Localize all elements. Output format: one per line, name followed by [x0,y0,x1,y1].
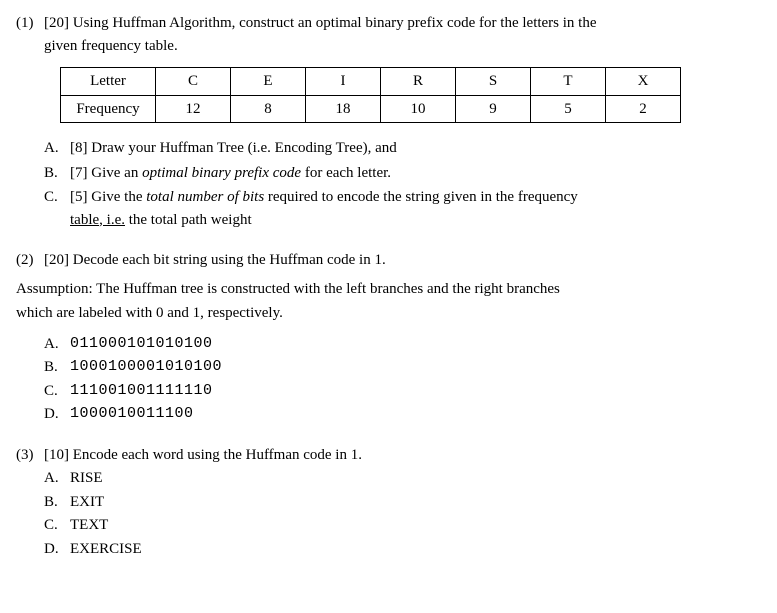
question-3: (3) [10] Encode each word using the Huff… [16,444,761,561]
part-label: B. [44,491,70,514]
part-label: D. [44,538,70,561]
word: RISE [70,467,761,490]
part-line2-post: the total path weight [125,212,252,228]
q3-part-b: B. EXIT [44,491,761,514]
word: TEXT [70,514,761,537]
q3-text-body: Encode each word using the Huffman code … [73,447,362,463]
q2-text-body: Decode each bit string using the Huffman… [73,252,386,268]
bit-string: 011000101010100 [70,333,761,356]
cell-letter: T [531,68,606,96]
cell-freq: 18 [306,95,381,123]
row-label-letter: Letter [61,68,156,96]
word: EXIT [70,491,761,514]
part-points: [8] [70,140,88,156]
q1-text: [20] Using Huffman Algorithm, construct … [44,12,761,57]
part-body: [5] Give the total number of bits requir… [70,186,761,231]
q1-part-b: B. [7] Give an optimal binary prefix cod… [44,162,761,185]
cell-freq: 5 [531,95,606,123]
q3-part-c: C. TEXT [44,514,761,537]
part-label: A. [44,333,70,356]
q2-part-c: C. 111001001111110 [44,380,761,403]
q3-part-a: A. RISE [44,467,761,490]
part-italic: optimal binary prefix code [142,165,301,181]
q2-header: (2) [20] Decode each bit string using th… [16,249,761,272]
part-points: [7] [70,165,88,181]
q3-number: (3) [16,444,44,467]
q3-part-d: D. EXERCISE [44,538,761,561]
q1-points: [20] [44,15,69,31]
part-body: [7] Give an optimal binary prefix code f… [70,162,761,185]
part-body: [8] Draw your Huffman Tree (i.e. Encodin… [70,137,761,160]
question-2: (2) [20] Decode each bit string using th… [16,249,761,426]
q2-assumption-l1: Assumption: The Huffman tree is construc… [16,278,761,301]
part-label: A. [44,467,70,490]
q2-assumption-l2: which are labeled with 0 and 1, respecti… [16,302,761,325]
bit-string: 111001001111110 [70,380,761,403]
q2-points: [20] [44,252,69,268]
q1-part-a: A. [8] Draw your Huffman Tree (i.e. Enco… [44,137,761,160]
cell-letter: C [156,68,231,96]
part-pre: Give the [91,189,146,205]
part-label: C. [44,514,70,537]
part-label: C. [44,380,70,403]
q2-text: [20] Decode each bit string using the Hu… [44,249,761,272]
part-line2-underline: table, i.e. [70,212,125,228]
q1-text-line1: Using Huffman Algorithm, construct an op… [73,15,597,31]
part-points: [5] [70,189,88,205]
q1-header: (1) [20] Using Huffman Algorithm, constr… [16,12,761,57]
cell-freq: 8 [231,95,306,123]
part-text: Draw your Huffman Tree (i.e. Encoding Tr… [91,140,397,156]
part-label: B. [44,162,70,185]
cell-freq: 2 [606,95,681,123]
cell-freq: 9 [456,95,531,123]
part-post: for each letter. [301,165,391,181]
cell-letter: S [456,68,531,96]
q2-part-b: B. 1000100001010100 [44,356,761,379]
q2-part-d: D. 1000010011100 [44,403,761,426]
q1-part-c: C. [5] Give the total number of bits req… [44,186,761,231]
bit-string: 1000100001010100 [70,356,761,379]
part-label: B. [44,356,70,379]
table-row: Letter C E I R S T X [61,68,681,96]
cell-freq: 12 [156,95,231,123]
q3-points: [10] [44,447,69,463]
question-1: (1) [20] Using Huffman Algorithm, constr… [16,12,761,231]
part-pre: Give an [91,165,142,181]
q3-header: (3) [10] Encode each word using the Huff… [16,444,761,467]
q2-part-a: A. 011000101010100 [44,333,761,356]
row-label-freq: Frequency [61,95,156,123]
cell-letter: I [306,68,381,96]
part-label: A. [44,137,70,160]
cell-letter: X [606,68,681,96]
q3-text: [10] Encode each word using the Huffman … [44,444,761,467]
q1-text-line2: given frequency table. [44,38,178,54]
frequency-table: Letter C E I R S T X Frequency 12 8 18 1… [60,67,681,123]
table-row: Frequency 12 8 18 10 9 5 2 [61,95,681,123]
q2-number: (2) [16,249,44,272]
cell-freq: 10 [381,95,456,123]
part-label: C. [44,186,70,231]
cell-letter: E [231,68,306,96]
word: EXERCISE [70,538,761,561]
part-label: D. [44,403,70,426]
part-italic: total number of bits [146,189,264,205]
cell-letter: R [381,68,456,96]
part-post: required to encode the string given in t… [264,189,578,205]
bit-string: 1000010011100 [70,403,761,426]
q1-number: (1) [16,12,44,57]
